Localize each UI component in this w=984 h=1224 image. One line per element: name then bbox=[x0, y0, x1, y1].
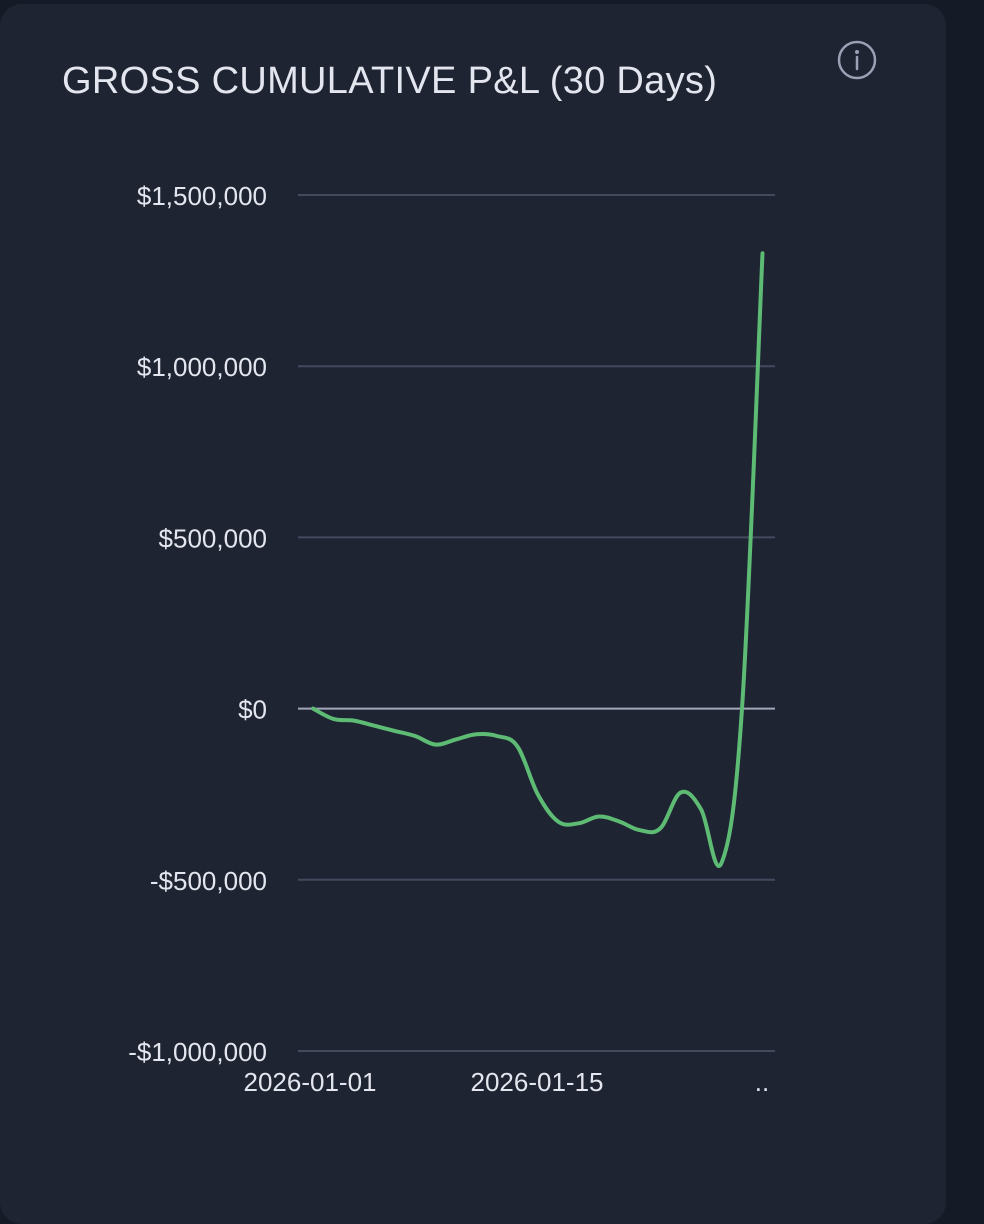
data-point bbox=[330, 716, 336, 722]
chart-title: GROSS CUMULATIVE P&L (30 Days) bbox=[62, 60, 718, 102]
data-point bbox=[514, 743, 520, 749]
data-point bbox=[617, 819, 623, 825]
data-point bbox=[637, 827, 643, 833]
y-axis-labels: $1,500,000 $1,000,000 $500,000 $0 -$500,000 -… bbox=[128, 181, 267, 1067]
y-tick-label: $1,500,000 bbox=[137, 181, 267, 211]
pnl-line-chart: $1,500,000 $1,000,000 $500,000 $0 -$500,000 -… bbox=[128, 181, 775, 1097]
data-point bbox=[678, 790, 684, 796]
data-point bbox=[453, 736, 459, 742]
series-layer bbox=[310, 250, 766, 868]
data-point bbox=[760, 250, 766, 256]
y-tick-label: -$1,000,000 bbox=[128, 1037, 267, 1067]
pnl-card bbox=[0, 4, 946, 1224]
data-point bbox=[392, 728, 398, 734]
data-point bbox=[555, 819, 561, 825]
data-point bbox=[473, 731, 479, 737]
data-point bbox=[535, 791, 541, 797]
y-tick-label: -$500,000 bbox=[150, 866, 267, 896]
x-tick-label: 2026-01-15 bbox=[471, 1067, 604, 1097]
data-point bbox=[698, 807, 704, 813]
info-button[interactable] bbox=[837, 40, 877, 80]
background-strip bbox=[946, 0, 984, 1200]
data-point bbox=[719, 860, 725, 866]
data-point bbox=[433, 742, 439, 748]
x-tick-label: 2026-01-01 bbox=[244, 1067, 377, 1097]
y-tick-label: $0 bbox=[238, 695, 267, 725]
data-point bbox=[494, 733, 500, 739]
data-point bbox=[576, 820, 582, 826]
data-point bbox=[412, 733, 418, 739]
info-circle-icon bbox=[837, 40, 877, 80]
series-line bbox=[311, 251, 765, 868]
data-point bbox=[596, 814, 602, 820]
x-tick-label: .. bbox=[755, 1067, 769, 1097]
y-tick-label: $1,000,000 bbox=[137, 352, 267, 382]
y-tick-label: $500,000 bbox=[159, 523, 267, 553]
x-axis-labels: 2026-01-01 2026-01-15.. bbox=[244, 1067, 770, 1097]
data-point bbox=[371, 723, 377, 729]
data-point bbox=[657, 825, 663, 831]
data-point bbox=[351, 718, 357, 724]
data-point bbox=[310, 706, 316, 712]
grid-lines bbox=[298, 194, 775, 1052]
data-point bbox=[739, 706, 745, 712]
